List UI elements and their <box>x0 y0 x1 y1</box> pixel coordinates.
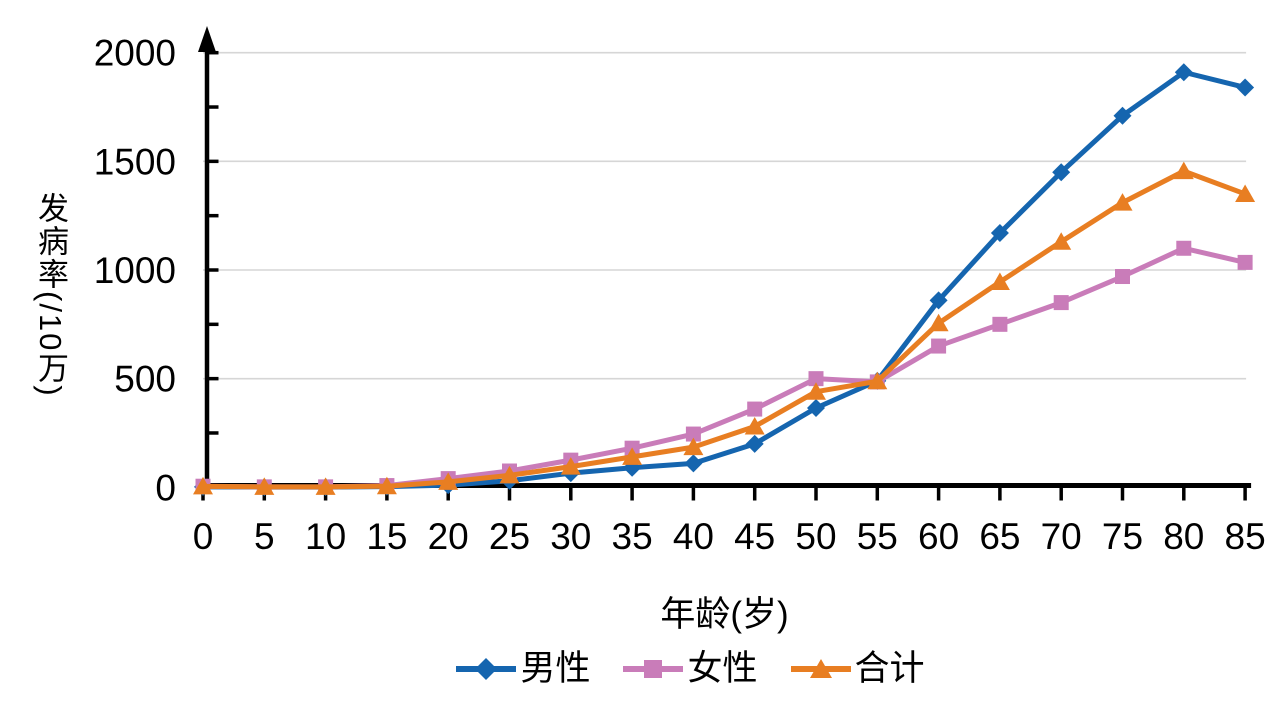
x-axis-title: 年龄(岁) <box>660 595 789 634</box>
x-tick-label-50: 50 <box>795 516 836 557</box>
legend-item-female: 女性 <box>622 649 758 688</box>
total-marker-age-85 <box>1235 184 1256 202</box>
total-marker-age-80 <box>1173 161 1194 180</box>
total-series-marker-icon <box>790 658 851 678</box>
male-series-marker-icon <box>456 657 517 680</box>
total-marker-age-50 <box>806 382 826 400</box>
x-tick-label-30: 30 <box>550 516 591 557</box>
total-marker-age-45 <box>744 416 765 435</box>
x-tick-label-25: 25 <box>489 516 530 557</box>
total-marker-age-25 <box>499 465 520 484</box>
total-line <box>200 168 1248 490</box>
y-tick-label-1500: 1500 <box>94 141 176 182</box>
x-tick-label-55: 55 <box>857 516 898 557</box>
y-tick-label-2000: 2000 <box>94 33 176 74</box>
legend-item-total: 合计 <box>790 651 925 686</box>
female-marker-age-80 <box>1176 240 1192 256</box>
female-marker-age-85 <box>1237 254 1253 270</box>
y-axis-title: 发病率(/10万) <box>33 192 68 398</box>
female-marker-age-50 <box>808 371 824 387</box>
x-tick-label-75: 75 <box>1102 516 1143 557</box>
total-marker-age-20 <box>438 472 459 490</box>
x-tick-label-60: 60 <box>918 516 959 557</box>
x-tick-label-65: 65 <box>979 516 1020 557</box>
total-marker-age-0 <box>193 476 213 495</box>
male-marker-age-45 <box>745 434 764 453</box>
y-tick-label-500: 500 <box>114 359 176 400</box>
x-tick-label-80: 80 <box>1163 516 1204 557</box>
total-marker-age-65 <box>989 272 1010 290</box>
total-marker-age-30 <box>560 457 581 475</box>
total-marker-age-15 <box>376 476 397 495</box>
male-marker-age-40 <box>684 454 703 473</box>
female-marker-age-60 <box>931 338 947 354</box>
x-tick-label-70: 70 <box>1041 516 1082 557</box>
x-tick-label-15: 15 <box>366 516 407 557</box>
female-marker-age-40 <box>685 426 701 442</box>
male-marker-age-75 <box>1113 106 1132 125</box>
x-tick-label-85: 85 <box>1225 516 1266 557</box>
x-tick-label-40: 40 <box>673 516 714 557</box>
legend-label-male: 男性 <box>520 649 591 688</box>
female-marker-age-75 <box>1115 269 1130 285</box>
x-tick-label-45: 45 <box>734 516 775 557</box>
x-tick-label-10: 10 <box>305 516 346 557</box>
total-marker-age-40 <box>683 437 704 456</box>
male-marker-age-80 <box>1174 63 1193 82</box>
y-tick-label-0: 0 <box>155 467 176 508</box>
y-axis-arrow-icon <box>198 26 216 52</box>
x-tick-label-35: 35 <box>612 516 653 557</box>
x-tick-label-0: 0 <box>193 516 214 557</box>
x-tick-label-5: 5 <box>254 516 275 557</box>
male-marker-age-60 <box>929 291 948 310</box>
total-marker-age-55 <box>867 371 888 390</box>
total-marker-age-35 <box>622 447 643 465</box>
male-marker-age-70 <box>1052 163 1071 182</box>
male-line <box>200 69 1248 490</box>
legend-item-male: 男性 <box>455 651 590 686</box>
total-marker-age-5 <box>254 477 275 495</box>
total-marker-age-60 <box>928 313 949 332</box>
female-marker-age-70 <box>1053 295 1069 311</box>
legend-label-total: 合计 <box>854 649 925 688</box>
male-marker-age-85 <box>1236 78 1255 97</box>
female-marker-age-45 <box>747 401 763 417</box>
total-marker-age-10 <box>315 477 336 495</box>
legend: 男性 女性 合计 <box>100 651 1280 686</box>
total-marker-age-75 <box>1112 193 1133 211</box>
x-tick-label-20: 20 <box>428 516 469 557</box>
total-marker-age-70 <box>1051 232 1072 250</box>
y-tick-label-1000: 1000 <box>94 250 176 291</box>
male-marker-age-65 <box>990 224 1009 243</box>
male-marker-age-50 <box>807 398 825 417</box>
female-marker-age-65 <box>992 316 1008 332</box>
female-series-marker-icon <box>623 659 684 678</box>
legend-label-female: 女性 <box>687 649 758 688</box>
